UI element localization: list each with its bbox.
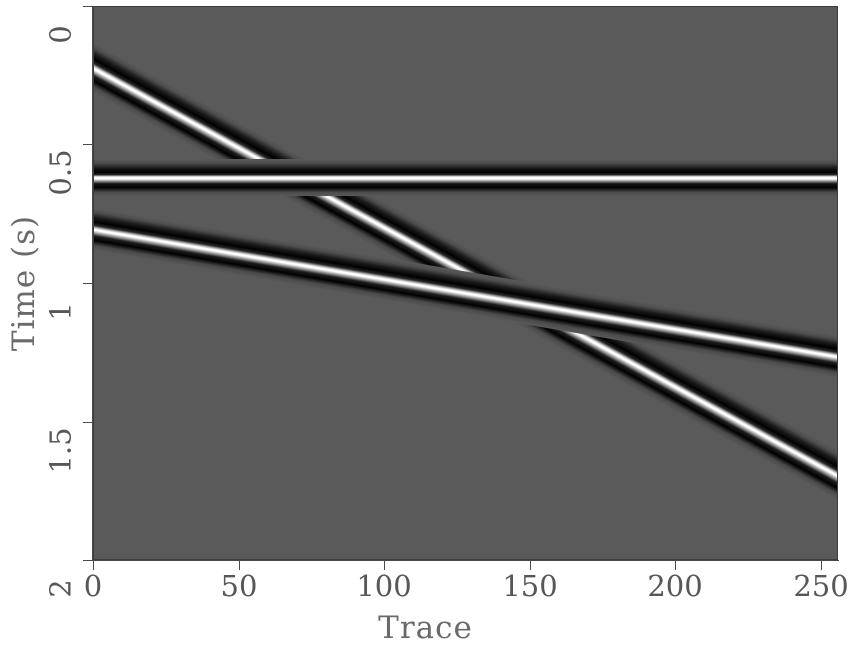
y-tick-label-1: 1: [43, 302, 78, 321]
x-tick-label-150: 150: [502, 569, 558, 603]
y-tick-2: [83, 560, 92, 561]
x-tick-50: [239, 561, 240, 570]
x-tick-label-200: 200: [647, 569, 703, 603]
y-tick-label-0: 0: [43, 25, 78, 44]
x-axis-title: Trace: [378, 610, 473, 646]
x-tick-250: [821, 561, 822, 570]
x-tick-200: [675, 561, 676, 570]
y-axis-title: Time (s): [6, 214, 42, 352]
x-tick-100: [384, 561, 385, 570]
seismic-section-canvas: [93, 6, 838, 560]
y-tick-label-0-5: 0.5: [43, 149, 78, 196]
x-tick-label-100: 100: [356, 569, 412, 603]
x-tick-label-50: 50: [220, 569, 258, 603]
y-tick-label-1-5: 1.5: [43, 427, 78, 474]
x-tick-label-0: 0: [83, 569, 103, 603]
event-flat: [93, 159, 838, 196]
x-tick-label-250: 250: [793, 569, 849, 603]
seismic-image-plot: [93, 6, 838, 560]
x-tick-150: [530, 561, 531, 570]
y-tick-1: [83, 283, 92, 284]
y-tick-1-5: [83, 422, 92, 423]
y-tick-0: [83, 6, 92, 7]
y-axis-line: [92, 6, 93, 561]
x-axis-line: [92, 560, 839, 561]
x-tick-0: [93, 561, 94, 570]
event-shallow-dipping: [93, 204, 838, 385]
y-tick-0-5: [83, 144, 92, 145]
